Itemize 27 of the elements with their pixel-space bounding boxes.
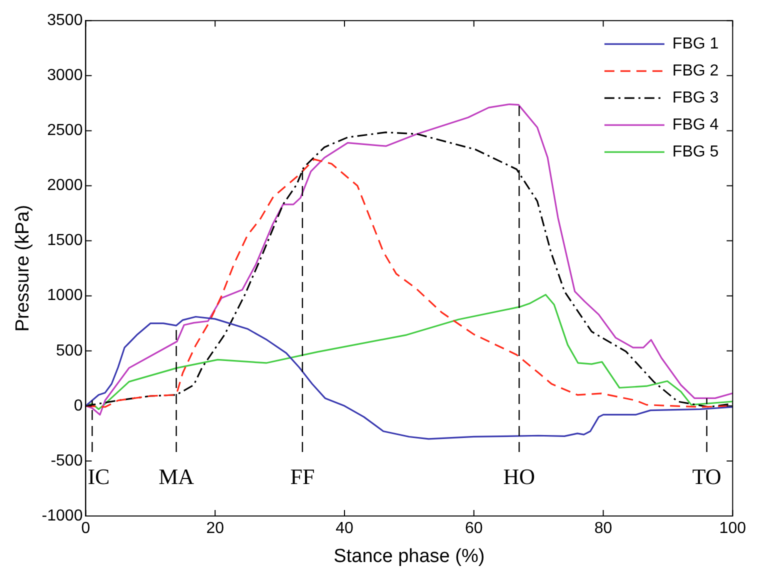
ref-line-label: HO [503,464,536,489]
legend-label: FBG 1 [672,36,719,53]
ref-line-label: TO [692,464,722,489]
y-tick-label: 500 [56,342,83,360]
y-tick-label: 0 [74,397,83,414]
ref-line-label: IC [88,464,110,489]
legend-label: FBG 3 [672,90,719,107]
y-tick-label: -1000 [42,507,83,524]
y-tick-label: 1500 [47,232,83,250]
x-tick-label: 20 [206,520,224,538]
legend-label: FBG 5 [672,144,719,161]
ref-line-label: MA [158,464,194,489]
y-tick-label: 1000 [47,287,83,304]
legend-label: FBG 4 [672,116,719,134]
x-tick-label: 40 [336,520,354,538]
y-tick-label: 2500 [47,122,83,140]
x-tick-label: 80 [594,520,612,538]
x-tick-label: 100 [719,520,746,538]
x-tick-label: 60 [464,520,483,538]
y-tick-label: 2000 [47,177,83,194]
y-tick-label: 3500 [47,12,83,30]
ref-line-label: FF [290,464,315,489]
legend-label: FBG 2 [672,62,719,80]
y-axis-title: Pressure (kPa) [12,204,34,332]
y-tick-label: 3000 [47,67,83,84]
y-tick-label: -500 [50,452,83,470]
x-axis-title: Stance phase (%) [334,546,485,567]
